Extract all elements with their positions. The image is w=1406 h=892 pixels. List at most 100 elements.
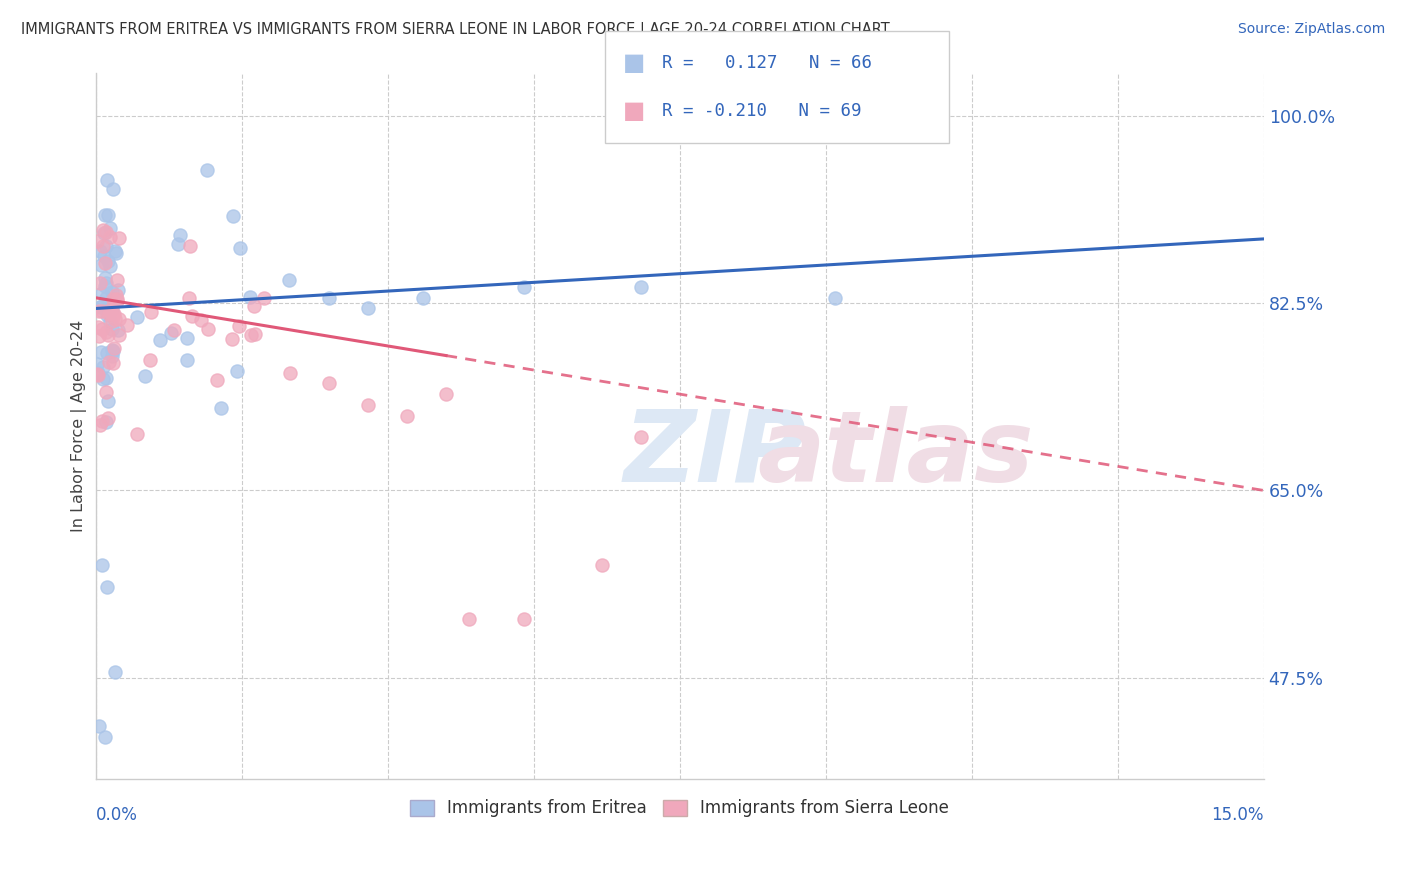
- Point: [101, 349, 124, 363]
- Point: [104, 311, 127, 326]
- Point: [97, 208, 120, 222]
- Point: [97, 253, 120, 268]
- Point: [94, 270, 117, 285]
- Point: [149, 333, 172, 347]
- Point: [96, 580, 118, 594]
- Point: [278, 366, 301, 380]
- Point: [89, 244, 111, 259]
- Point: [190, 313, 212, 327]
- Point: [228, 318, 250, 333]
- Point: [396, 409, 419, 423]
- Point: [94, 730, 117, 744]
- Text: ZIP: ZIP: [623, 406, 806, 503]
- Point: [207, 373, 229, 387]
- Point: [243, 326, 266, 341]
- Point: [104, 665, 127, 680]
- Point: [89, 303, 111, 318]
- Point: [98, 314, 121, 328]
- Point: [209, 401, 232, 415]
- Point: [96, 346, 118, 360]
- Point: [824, 291, 846, 305]
- Point: [630, 280, 652, 294]
- Text: ■: ■: [623, 52, 645, 76]
- Point: [163, 323, 186, 337]
- Point: [228, 241, 250, 255]
- Point: [139, 305, 162, 319]
- Point: [591, 558, 613, 573]
- Point: [103, 307, 125, 321]
- Point: [94, 325, 117, 339]
- Point: [221, 332, 243, 346]
- Point: [169, 228, 191, 243]
- Point: [101, 307, 124, 321]
- Point: [93, 279, 115, 293]
- Point: [179, 291, 201, 305]
- Point: [100, 221, 122, 235]
- Point: [104, 244, 127, 259]
- Point: [105, 292, 128, 306]
- Point: [107, 284, 129, 298]
- Point: [91, 299, 114, 313]
- Point: [107, 323, 129, 337]
- Point: [101, 344, 124, 359]
- Point: [226, 364, 249, 378]
- Point: [87, 319, 110, 334]
- Point: [94, 208, 117, 222]
- Point: [91, 414, 114, 428]
- Point: [91, 360, 114, 375]
- Point: [86, 368, 108, 382]
- Point: [197, 321, 219, 335]
- Point: [94, 239, 117, 253]
- Point: [253, 291, 276, 305]
- Point: [176, 353, 198, 368]
- Point: [89, 277, 111, 291]
- Point: [89, 719, 111, 733]
- Point: [239, 290, 262, 304]
- Y-axis label: In Labor Force | Age 20-24: In Labor Force | Age 20-24: [72, 320, 87, 533]
- Point: [139, 352, 162, 367]
- Point: [160, 326, 183, 341]
- Point: [96, 308, 118, 322]
- Point: [101, 313, 124, 327]
- Point: [318, 291, 340, 305]
- Point: [90, 344, 112, 359]
- Point: [107, 231, 129, 245]
- Point: [90, 258, 112, 272]
- Point: [179, 239, 201, 253]
- Point: [176, 331, 198, 345]
- Point: [87, 368, 110, 382]
- Point: [278, 273, 301, 287]
- Point: [357, 398, 380, 412]
- Point: [134, 368, 156, 383]
- Point: [96, 384, 118, 399]
- Point: [98, 259, 121, 273]
- Point: [91, 372, 114, 386]
- Point: [101, 355, 124, 369]
- Point: [222, 210, 245, 224]
- Point: [101, 182, 124, 196]
- Point: [89, 300, 111, 314]
- Point: [94, 415, 117, 429]
- Point: [87, 366, 110, 380]
- Point: [513, 612, 536, 626]
- Point: [93, 226, 115, 240]
- Point: [91, 239, 114, 253]
- Point: [180, 309, 202, 323]
- Point: [100, 306, 122, 320]
- Point: [100, 302, 122, 317]
- Point: [125, 426, 148, 441]
- Point: [105, 294, 128, 309]
- Text: ■: ■: [623, 98, 645, 122]
- Point: [243, 299, 266, 313]
- Point: [103, 341, 125, 355]
- Point: [94, 277, 117, 291]
- Point: [93, 249, 115, 263]
- Point: [94, 370, 117, 384]
- Point: [458, 612, 481, 626]
- Point: [86, 357, 108, 371]
- Point: [101, 322, 124, 336]
- Point: [94, 256, 117, 270]
- Point: [101, 343, 124, 357]
- Text: R =   0.127   N = 66: R = 0.127 N = 66: [662, 54, 872, 72]
- Point: [105, 272, 128, 286]
